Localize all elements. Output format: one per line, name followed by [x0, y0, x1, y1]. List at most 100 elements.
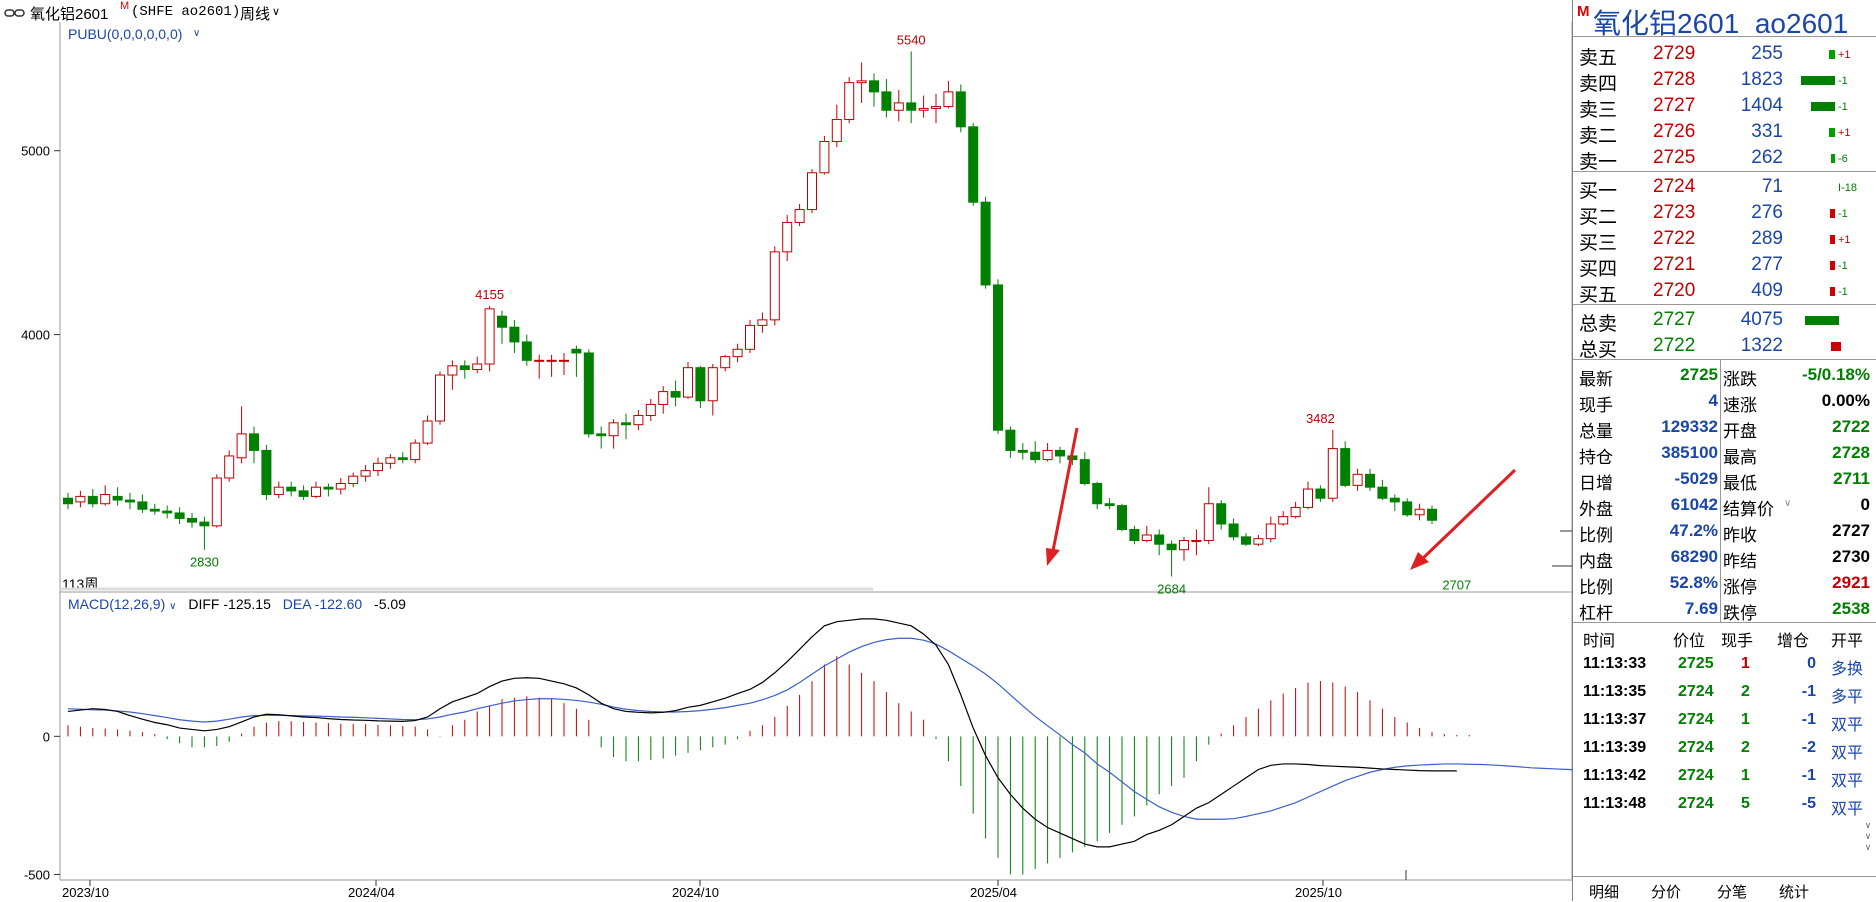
tick-price: 2725 [1678, 655, 1714, 672]
candle [807, 172, 817, 211]
stat-value: 2727 [1832, 521, 1870, 540]
stat-label: 开盘 [1723, 422, 1757, 441]
stat-label: 跌停 [1723, 604, 1757, 623]
order-book-row[interactable]: 卖四 2728 1823 -1 [1573, 67, 1876, 95]
column-header: 时间 [1583, 633, 1616, 650]
stat-value: 47.2% [1669, 521, 1718, 540]
stat-value: 2711 [1833, 469, 1870, 488]
chevron-down-icon[interactable]: ∨ [1864, 842, 1872, 852]
tab-price-dist[interactable]: 分价 [1651, 884, 1682, 901]
stat-label: 最低 [1723, 474, 1757, 493]
level-change: -1 [1838, 208, 1848, 220]
level-price: 2728 [1653, 69, 1696, 90]
order-book-row[interactable]: 买一 2724 71 I-18 [1573, 174, 1876, 202]
tick-list[interactable]: 时间 价位 现手 增仓 开平 11:13:33 2725 1 0 多换 11:13:35… [1573, 623, 1876, 819]
tab-detail[interactable]: 明细 [1589, 884, 1620, 901]
stat-value: 2728 [1832, 443, 1870, 462]
chevron-down-icon[interactable]: ∨ [1864, 831, 1872, 841]
tick-row[interactable]: 11:13:42 2724 1 -1 双平 [1573, 763, 1876, 791]
order-book-row[interactable]: 买五 2720 409 -1 [1573, 278, 1876, 306]
candle [1402, 501, 1413, 516]
candlestick-chart[interactable]: 5000 4000 2023/10 2024/04 2024/10 2025/04 2025… [0, 0, 1572, 901]
candle [1303, 488, 1313, 508]
tick-type: 双平 [1831, 773, 1864, 790]
level-price: 2729 [1653, 43, 1696, 64]
tick-row[interactable]: 11:13:48 2724 5 -5 双平 [1573, 791, 1876, 819]
stat-label: 昨结 [1723, 552, 1757, 571]
candle [546, 359, 557, 362]
tick-row[interactable]: 11:13:33 2725 1 0 多换 [1573, 651, 1876, 679]
stat-label: 比例 [1579, 578, 1613, 597]
candle [720, 356, 731, 369]
candle [831, 118, 842, 143]
candle [472, 363, 483, 371]
price-annotation: 2707 [1442, 577, 1471, 592]
stat-label: 现手 [1579, 396, 1613, 415]
candle [695, 367, 706, 402]
order-book-row[interactable]: 卖二 2726 331 +1 [1573, 119, 1876, 147]
chevron-down-icon[interactable]: ∨ [272, 6, 281, 18]
candle [608, 422, 619, 437]
chevron-down-icon[interactable]: ∨ [193, 28, 201, 39]
candle [1191, 540, 1202, 543]
scrollbar[interactable]: ∨ ∨ ∨ [1862, 820, 1874, 876]
stat-value: 0 [1860, 495, 1870, 514]
diff-line [67, 618, 1457, 848]
order-book-row[interactable]: 卖三 2727 1404 -1 [1573, 93, 1876, 121]
stat-value: 68290 [1670, 547, 1718, 566]
indicator-label[interactable]: PUBU(0,0,0,0,0,0) [68, 26, 183, 42]
stat-row: 最新 2725 涨跌 -5/0.18% [1573, 362, 1876, 389]
price-annotation: 2830 [190, 555, 219, 570]
order-book-row[interactable]: 买二 2723 276 -1 [1573, 200, 1876, 228]
tick-list-header: 时间 价位 现手 增仓 开平 [1573, 623, 1876, 651]
candle [137, 501, 148, 510]
tab-statistics[interactable]: 统计 [1779, 884, 1810, 901]
candle [906, 102, 917, 111]
candle [1092, 483, 1103, 505]
chevron-down-icon[interactable]: ∨ [169, 601, 177, 612]
level-volume: 276 [1751, 202, 1783, 223]
order-totals: 总卖 2727 4075 总买 2722 1322 [1573, 305, 1876, 361]
level-change: -1 [1838, 260, 1848, 272]
candle [596, 433, 607, 437]
level-volume: 262 [1751, 147, 1783, 168]
tick-row[interactable]: 11:13:35 2724 2 -1 多平 [1573, 679, 1876, 707]
bottom-tabs: 明细 分价 分笔 统计 [1573, 876, 1876, 901]
period-selector[interactable]: 周线 [240, 6, 271, 23]
stat-value: 2921 [1832, 573, 1870, 592]
chevron-down-icon[interactable]: ∨ [1864, 820, 1872, 830]
tab-ticks[interactable]: 分笔 [1717, 884, 1748, 901]
candle [100, 494, 111, 505]
order-book-row[interactable]: 卖五 2729 255 +1 [1573, 41, 1876, 69]
tick-row[interactable]: 11:13:37 2724 1 -1 双平 [1573, 707, 1876, 735]
candle [1340, 448, 1351, 486]
candle [1216, 503, 1227, 525]
tick-volume: 1 [1741, 711, 1750, 728]
level-volume: 289 [1751, 228, 1783, 249]
order-book-row[interactable]: 买四 2721 277 -1 [1573, 252, 1876, 280]
level-label: 买三 [1579, 233, 1618, 254]
link-icon[interactable] [4, 5, 26, 17]
level-volume: 331 [1751, 121, 1783, 142]
level-price: 2727 [1653, 95, 1696, 116]
candle [1030, 451, 1041, 461]
level-change: +1 [1838, 127, 1851, 139]
total-volume: 4075 [1740, 309, 1783, 330]
order-book-row[interactable]: 买三 2722 289 +1 [1573, 226, 1876, 254]
chart-area[interactable]: 氧化铝2601 M (SHFE ao2601) 周线 ∨ PUBU(0,0,0,… [0, 0, 1572, 901]
macd-label[interactable]: MACD(12,26,9) [68, 596, 166, 612]
tick-row[interactable]: 11:13:39 2724 2 -2 双平 [1573, 735, 1876, 763]
order-book-row[interactable]: 卖一 2725 262 -6 [1573, 145, 1876, 173]
x-tick-label: 2024/04 [348, 885, 395, 900]
candle [497, 315, 507, 328]
level-label: 买一 [1579, 181, 1618, 202]
macd-header: MACD(12,26,9) ∨ DIFF -125.15 DEA -122.60… [68, 596, 406, 612]
chevron-down-icon[interactable]: ∨ [1784, 498, 1792, 509]
candle [1377, 486, 1388, 499]
tick-oi-change: -2 [1801, 739, 1816, 756]
column-header: 价位 [1673, 633, 1706, 650]
stat-value: 0.00% [1821, 391, 1870, 410]
order-total-row: 总买 2722 1322 [1573, 333, 1876, 361]
tick-type: 双平 [1831, 801, 1864, 818]
symbol-name[interactable]: 氧化铝2601 [30, 6, 109, 23]
